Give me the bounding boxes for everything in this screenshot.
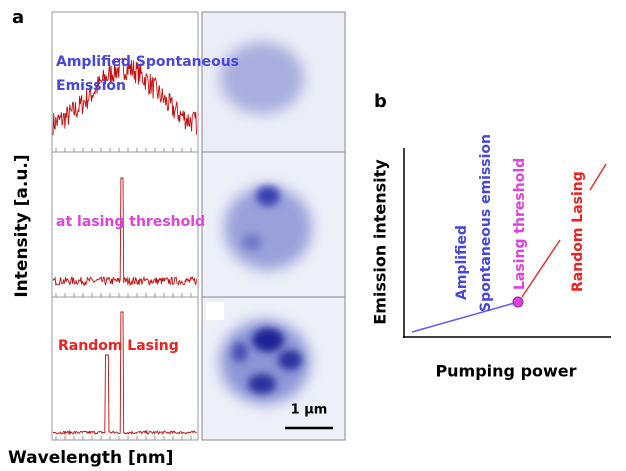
emission-spot — [232, 342, 248, 362]
emission-spot — [220, 42, 304, 114]
images: 1 µm — [201, 11, 346, 441]
spectrum-trace — [52, 311, 197, 436]
spectrum-label: Emission — [56, 78, 126, 94]
spectrum-label: Amplified Spontaneous — [56, 54, 239, 70]
annotation: Lasing threshold — [512, 158, 528, 290]
y-axis-label: Intensity [a.u.] — [12, 154, 32, 297]
lasing-line — [521, 239, 561, 298]
x-axis-label: Pumping power — [435, 362, 576, 381]
panel-label: b — [374, 91, 387, 112]
spectrum-trace — [52, 57, 197, 136]
annotation: Random Lasing — [570, 171, 586, 292]
emission-spot — [224, 186, 312, 270]
spectrum-label: at lasing threshold — [56, 214, 205, 230]
emission-spot — [252, 328, 284, 352]
annotation: Amplified — [454, 225, 470, 300]
panel-label: a — [12, 7, 24, 28]
threshold-point — [512, 296, 524, 308]
y-axis-label: Emission intensity — [371, 159, 390, 325]
annotation: Spontaneous emission — [478, 134, 494, 312]
emission-spot — [248, 374, 276, 394]
lasing-line — [589, 163, 607, 191]
spectrum-frame — [51, 296, 199, 441]
x-axis-label: Wavelength [nm] — [8, 448, 173, 468]
emission-spot — [220, 320, 310, 404]
emission-spot — [256, 186, 280, 206]
spectrum-label: Random Lasing — [58, 338, 179, 354]
spectra-panel — [51, 11, 199, 441]
emission-spot — [242, 234, 262, 250]
patch — [206, 302, 224, 320]
ase-line — [411, 301, 519, 333]
scale-bar-label: 1 µm — [291, 403, 328, 418]
emission-spot — [278, 350, 302, 370]
spectrum-trace — [52, 177, 197, 287]
